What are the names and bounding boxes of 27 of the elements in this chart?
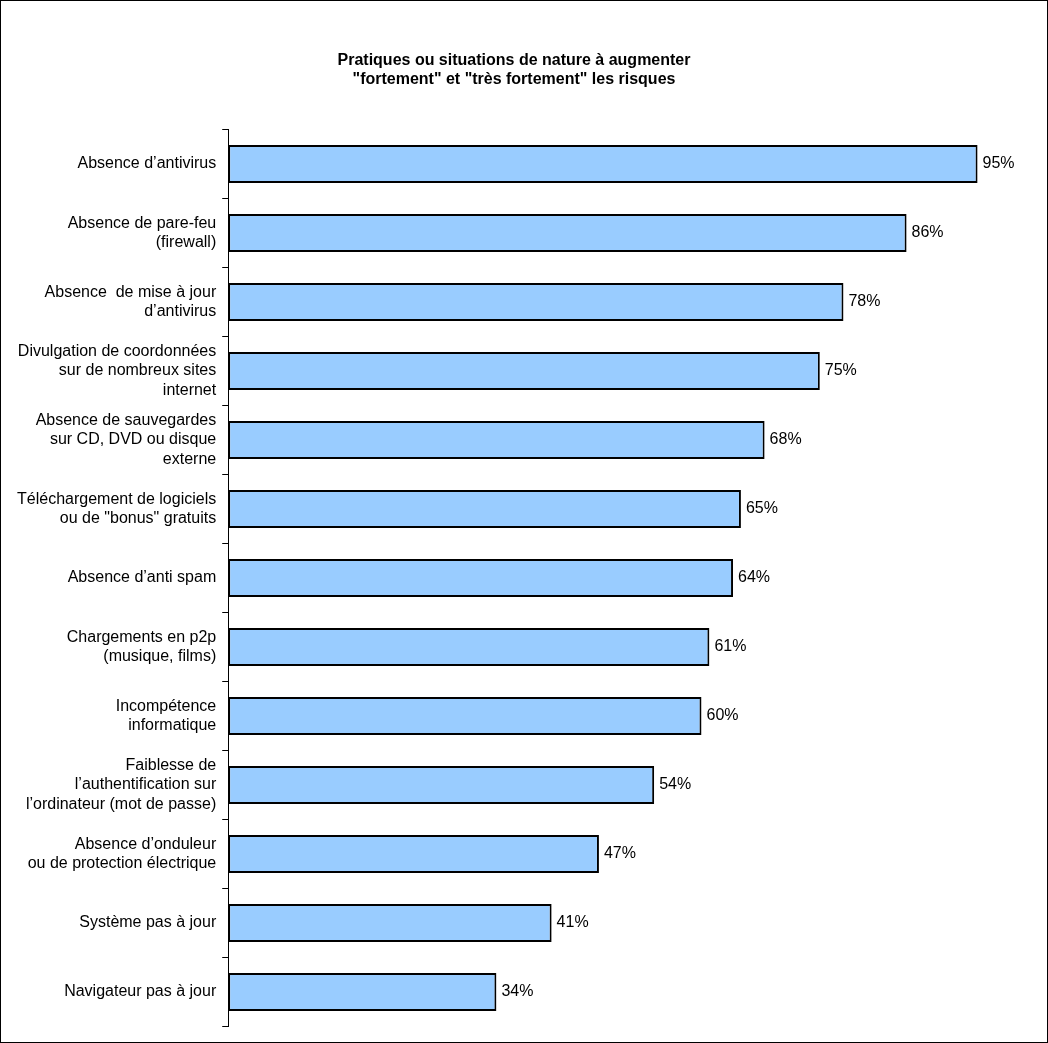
data-label: 78% xyxy=(848,292,881,310)
data-label: 41% xyxy=(556,913,589,931)
data-label: 61% xyxy=(714,637,747,655)
y-tick-label: Absence de sauvegardes sur CD, DVD ou disque externe xyxy=(35,411,217,467)
data-label: 65% xyxy=(745,499,778,517)
data-label: 86% xyxy=(911,223,944,241)
data-label: 60% xyxy=(706,706,739,724)
y-tick-label: Navigateur pas à jour xyxy=(64,982,217,1000)
y-tick-label: Chargements en p2p (musique, films) xyxy=(66,627,217,664)
y-tick-label: Absence d’onduleur ou de protection électrique xyxy=(27,834,217,871)
y-tick-label: Incompétence informatique xyxy=(115,696,217,733)
data-label: 47% xyxy=(603,844,636,862)
data-label: 64% xyxy=(738,568,771,586)
y-tick-label: Faiblesse de l’authentification sur l’ordinateur (mot de passe) xyxy=(25,756,217,812)
data-label: 68% xyxy=(769,430,802,448)
chart-title: Pratiques ou situations de nature à augmenter "fortement" et "très fortement" les risques xyxy=(337,51,691,88)
data-label: 75% xyxy=(824,361,857,379)
y-tick-label: Absence de pare-feu (firewall) xyxy=(67,213,217,250)
y-tick-label: Absence d’anti spam xyxy=(67,568,217,586)
data-label: 54% xyxy=(659,775,692,793)
data-label: 95% xyxy=(982,154,1015,172)
data-label: 34% xyxy=(501,982,534,1000)
y-tick-label: Absence de mise à jour d’antivirus xyxy=(44,282,217,319)
y-tick-label: Téléchargement de logiciels ou de "bonus" gratuits xyxy=(17,489,217,526)
y-tick-label: Absence d’antivirus xyxy=(77,154,217,172)
y-tick-label: Système pas à jour xyxy=(79,913,217,931)
y-tick-label: Divulgation de coordonnées sur de nombreux sites internet xyxy=(17,342,217,398)
